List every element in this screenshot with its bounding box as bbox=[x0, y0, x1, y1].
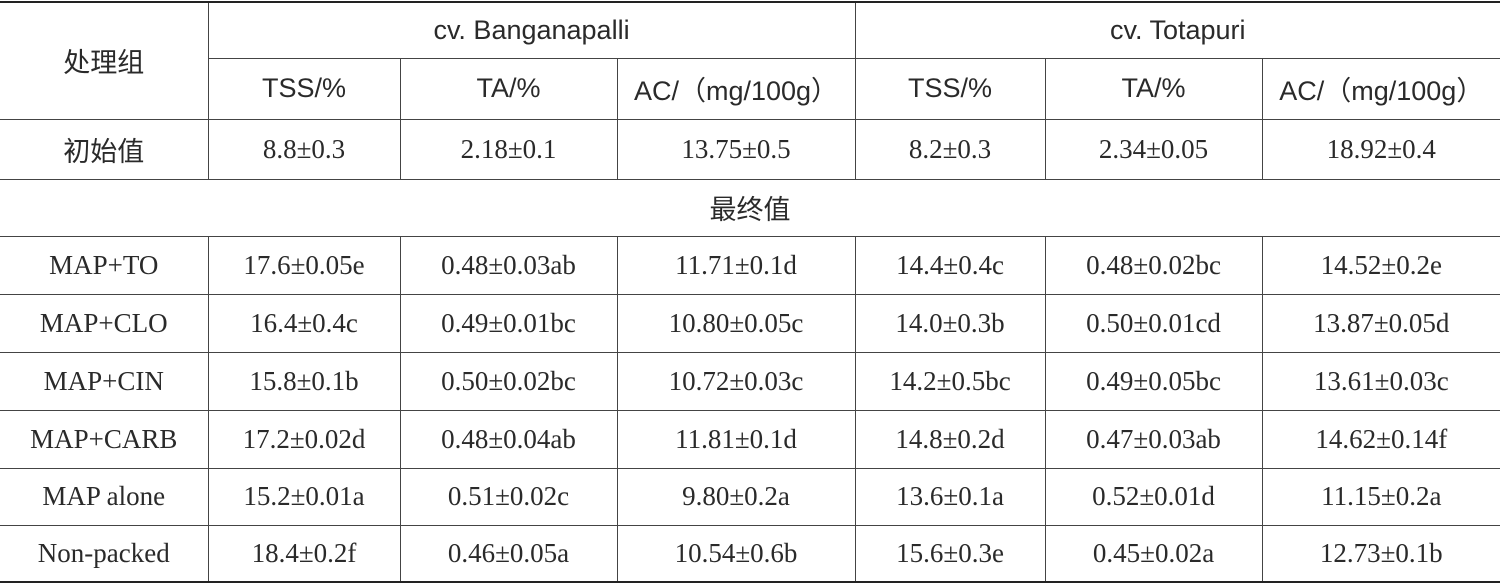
cell: 13.87±0.05d bbox=[1261, 293, 1500, 353]
variety-header: cv. Totapuri bbox=[854, 1, 1500, 59]
section-label: 最终值 bbox=[0, 178, 1500, 237]
cell: 10.72±0.03c bbox=[616, 351, 856, 411]
table-row: Non-packed 18.4±0.2f 0.46±0.05a 10.54±0.6b 1… bbox=[0, 524, 1500, 583]
cell: 0.50±0.01cd bbox=[1044, 293, 1263, 353]
header-row: 处理组 cv. Banganapalli cv. Totapuri bbox=[0, 1, 1500, 120]
cell: 0.47±0.03ab bbox=[1044, 409, 1263, 469]
row-label: MAP+CARB bbox=[0, 409, 209, 469]
row-label: MAP alone bbox=[0, 467, 209, 526]
row-label: MAP+CLO bbox=[0, 293, 209, 353]
cell: 8.2±0.3 bbox=[854, 118, 1046, 180]
cell: 14.2±0.5bc bbox=[854, 351, 1046, 411]
cell: 9.80±0.2a bbox=[616, 467, 856, 526]
column-header: TA/% bbox=[399, 57, 618, 120]
table-row: MAP+CARB 17.2±0.02d 0.48±0.04ab 11.81±0.1d 1… bbox=[0, 409, 1500, 469]
cell: 17.2±0.02d bbox=[207, 409, 401, 469]
cell: 16.4±0.4c bbox=[207, 293, 401, 353]
column-header: AC/（mg/100g） bbox=[616, 57, 856, 120]
cell: 15.8±0.1b bbox=[207, 351, 401, 411]
row-label: 初始值 bbox=[0, 118, 209, 180]
table-row: MAP+CIN 15.8±0.1b 0.50±0.02bc 10.72±0.03c 14… bbox=[0, 351, 1500, 411]
row-label: MAP+TO bbox=[0, 235, 209, 295]
table-row: MAP alone 15.2±0.01a 0.51±0.02c 9.80±0.2a 13… bbox=[0, 467, 1500, 526]
cell: 14.8±0.2d bbox=[854, 409, 1046, 469]
cell: 0.48±0.02bc bbox=[1044, 235, 1263, 295]
cell: 0.50±0.02bc bbox=[399, 351, 618, 411]
cell: 0.51±0.02c bbox=[399, 467, 618, 526]
cell: 18.92±0.4 bbox=[1261, 118, 1500, 180]
cell: 14.62±0.14f bbox=[1261, 409, 1500, 469]
cell: 0.49±0.01bc bbox=[399, 293, 618, 353]
cell: 17.6±0.05e bbox=[207, 235, 401, 295]
column-header: AC/（mg/100g） bbox=[1261, 57, 1500, 120]
section-row: 最终值 bbox=[0, 178, 1500, 237]
cell: 13.6±0.1a bbox=[854, 467, 1046, 526]
table-row: MAP+CLO 16.4±0.4c 0.49±0.01bc 10.80±0.05c 14… bbox=[0, 293, 1500, 353]
row-label: Non-packed bbox=[0, 524, 209, 583]
cell: 0.48±0.03ab bbox=[399, 235, 618, 295]
column-header: TSS/% bbox=[854, 57, 1046, 120]
cell: 2.34±0.05 bbox=[1044, 118, 1263, 180]
cell: 0.48±0.04ab bbox=[399, 409, 618, 469]
cell: 0.52±0.01d bbox=[1044, 467, 1263, 526]
group-header: 处理组 bbox=[0, 1, 209, 120]
cell: 8.8±0.3 bbox=[207, 118, 401, 180]
cell: 11.81±0.1d bbox=[616, 409, 856, 469]
cell: 2.18±0.1 bbox=[399, 118, 618, 180]
column-header: TSS/% bbox=[208, 57, 401, 120]
cell: 11.15±0.2a bbox=[1261, 467, 1500, 526]
row-label: MAP+CIN bbox=[0, 351, 209, 411]
cell: 14.4±0.4c bbox=[854, 235, 1046, 295]
cell: 14.0±0.3b bbox=[854, 293, 1046, 353]
cell: 12.73±0.1b bbox=[1261, 524, 1500, 583]
cell: 18.4±0.2f bbox=[207, 524, 401, 583]
cell: 0.49±0.05bc bbox=[1044, 351, 1263, 411]
column-header: TA/% bbox=[1044, 57, 1263, 120]
variety-header: cv. Banganapalli bbox=[207, 1, 856, 59]
cell: 15.6±0.3e bbox=[854, 524, 1046, 583]
cell: 15.2±0.01a bbox=[207, 467, 401, 526]
cell: 0.45±0.02a bbox=[1044, 524, 1263, 583]
cell: 14.52±0.2e bbox=[1261, 235, 1500, 295]
column-header-row: TSS/% TA/% AC/（mg/100g） TSS/% TA/% AC/（mg/100… bbox=[0, 57, 1500, 120]
cell: 11.71±0.1d bbox=[616, 235, 856, 295]
cell: 10.54±0.6b bbox=[616, 524, 856, 583]
table-row: MAP+TO 17.6±0.05e 0.48±0.03ab 11.71±0.1d 14.… bbox=[0, 235, 1500, 295]
cell: 13.61±0.03c bbox=[1261, 351, 1500, 411]
cell: 0.46±0.05a bbox=[399, 524, 618, 583]
cell: 10.80±0.05c bbox=[616, 293, 856, 353]
cell: 13.75±0.5 bbox=[616, 118, 856, 180]
table-row: 初始值 8.8±0.3 2.18±0.1 13.75±0.5 8.2±0.3 2.34±0… bbox=[0, 118, 1500, 180]
